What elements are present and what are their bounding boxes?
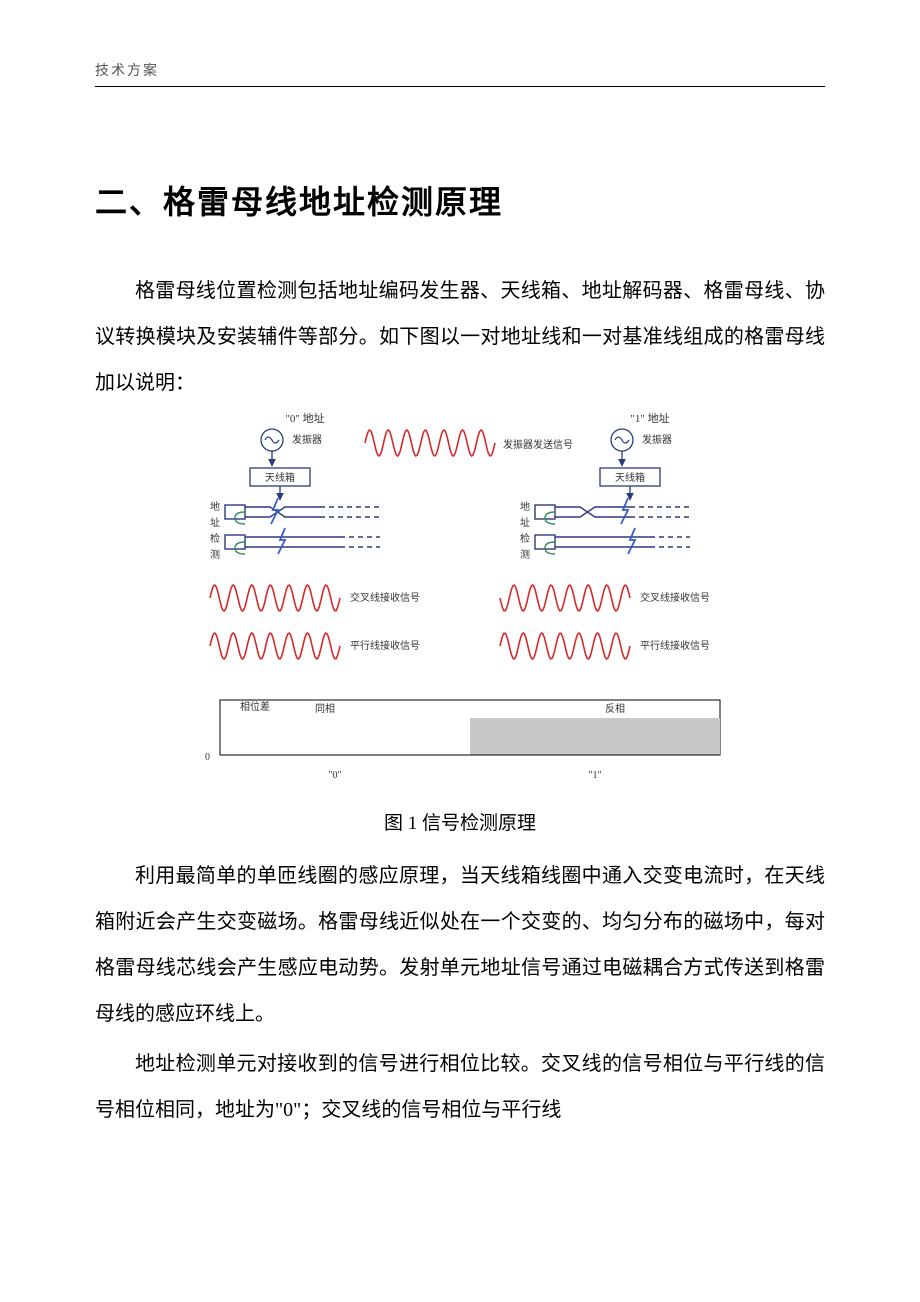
svg-text:检: 检 [520, 532, 530, 545]
paragraph-1: 格雷母线位置检测包括地址编码发生器、天线箱、地址解码器、格雷母线、协议转换模块及… [95, 268, 825, 406]
page: 技术方案 二、格雷母线地址检测原理 格雷母线位置检测包括地址编码发生器、天线箱、… [0, 0, 920, 1197]
zero-q: "0" [328, 770, 341, 781]
addr-detect-label-1: 地 址 检 测 [520, 500, 530, 561]
val-0: 0 [205, 752, 210, 763]
addr-detect-label-0: 地 址 检 测 [210, 500, 220, 561]
svg-text:地: 地 [210, 500, 220, 513]
half-1: "1" 地址 发振器 天线箱 地 址 检 测 [520, 411, 690, 561]
paragraph-2: 利用最简单的单匝线圈的感应原理，当天线箱线圈中通入交变电流时，在天线箱附近会产生… [95, 853, 825, 1037]
signal-detection-diagram: "0" 地址 发振器 天线箱 地 址 检 测 [180, 410, 740, 800]
svg-text:检: 检 [210, 532, 220, 545]
phase-diff-label: 相位差 [240, 700, 270, 713]
paragraph-3: 地址检测单元对接收到的信号进行相位比较。交叉线的信号相位与平行线的信号相位相同，… [95, 1041, 825, 1133]
header-label: 技术方案 [95, 60, 825, 80]
page-title: 二、格雷母线地址检测原理 [95, 177, 825, 223]
svg-text:地: 地 [520, 500, 530, 513]
svg-text:址: 址 [210, 516, 220, 529]
svg-text:测: 测 [520, 548, 530, 561]
cross-rx-1: 交叉线接收信号 [640, 591, 710, 604]
addr0-label: "0" 地址 [285, 411, 324, 425]
oscillator-label-1: 发振器 [642, 433, 672, 446]
figure-caption: 图 1 信号检测原理 [95, 808, 825, 835]
svg-text:测: 测 [210, 548, 220, 561]
rx-waves-right: 交叉线接收信号 平行线接收信号 [500, 585, 710, 659]
figure-1: "0" 地址 发振器 天线箱 地 址 检 测 [180, 410, 740, 800]
parallel-rx-1: 平行线接收信号 [640, 639, 710, 652]
cross-rx-0: 交叉线接收信号 [350, 591, 420, 604]
opp-phase-label: 反相 [605, 702, 625, 715]
one-q: "1" [588, 770, 601, 781]
oscillator-label-0: 发振器 [292, 433, 322, 446]
bus-lines-0 [225, 505, 380, 554]
header-rule [95, 86, 825, 87]
svg-text:址: 址 [520, 516, 530, 529]
phase-chart: 相位差 同相 反相 180 0 "0" "1" [205, 700, 720, 781]
same-phase-label: 同相 [315, 702, 335, 715]
tx-wave: 发振器发送信号 [365, 430, 573, 456]
addr1-label: "1" 地址 [630, 411, 669, 425]
parallel-rx-0: 平行线接收信号 [350, 639, 420, 652]
tx-signal-label: 发振器发送信号 [503, 438, 573, 451]
half-0: "0" 地址 发振器 天线箱 地 址 检 测 [210, 411, 380, 561]
rx-waves-left: 交叉线接收信号 平行线接收信号 [210, 585, 420, 659]
antenna-box-0: 天线箱 [265, 471, 295, 484]
antenna-box-1: 天线箱 [615, 471, 645, 484]
bus-lines-1 [535, 505, 690, 554]
